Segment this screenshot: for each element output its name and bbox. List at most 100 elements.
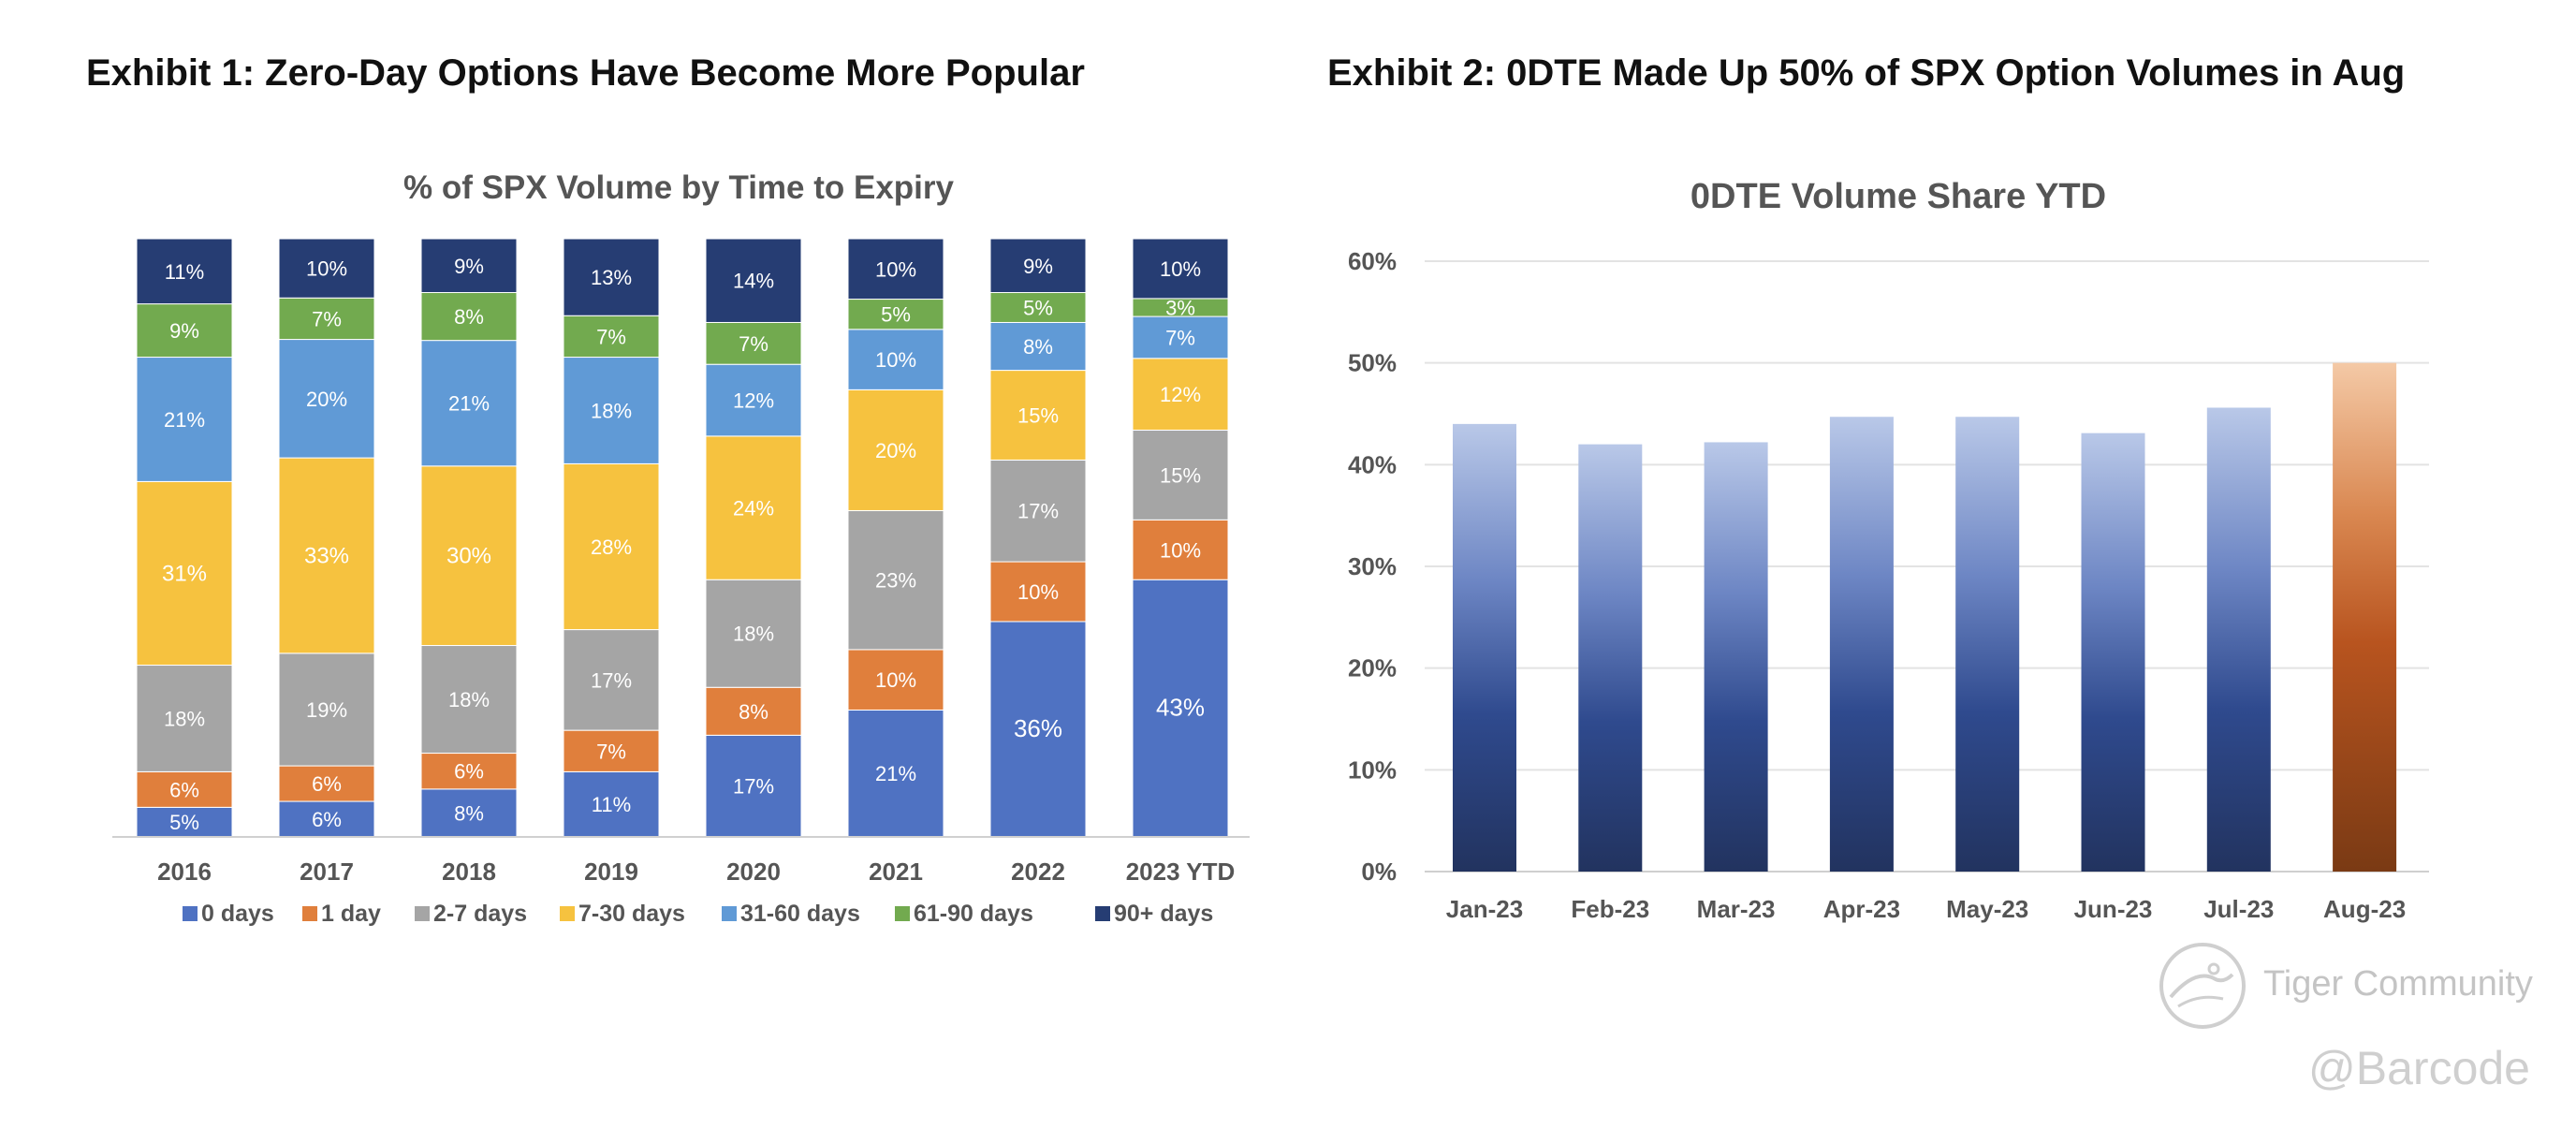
legend-label-7-30-days: 7-30 days bbox=[578, 901, 685, 927]
bar-segment-2023-ytd-0-days bbox=[1132, 579, 1229, 838]
data-label-2023-ytd-0-days: 43% bbox=[1156, 694, 1205, 722]
data-label-2019-2-7-days: 17% bbox=[591, 668, 632, 692]
bar-jun-23 bbox=[2081, 433, 2145, 872]
legend-swatch-90-days bbox=[1095, 906, 1110, 921]
bar-segment-2019-7-30-days bbox=[563, 462, 660, 631]
data-label-2017-90-days: 10% bbox=[306, 257, 347, 281]
x-tick-label-feb-23: Feb-23 bbox=[1571, 895, 1649, 923]
bar-segment-2021-1-day bbox=[847, 649, 944, 711]
x-tick-label-jul-23: Jul-23 bbox=[2203, 895, 2274, 923]
data-label-2016-2-7-days: 18% bbox=[164, 707, 205, 730]
legend-label-1-day: 1 day bbox=[321, 901, 381, 927]
bar-segment-2018-61-90-days bbox=[420, 292, 518, 342]
bar-may-23 bbox=[1955, 417, 2020, 872]
data-label-2018-90-days: 9% bbox=[454, 255, 484, 278]
bar-aug-23 bbox=[2333, 362, 2397, 872]
bar-segment-2022-90-days bbox=[989, 238, 1087, 294]
bar-segment-2020-90-days bbox=[705, 238, 802, 323]
bar-segment-2016-7-30-days bbox=[136, 480, 233, 667]
legend-swatch-2-7-days bbox=[415, 906, 430, 921]
chart2-y-tick-labels: 0% 10% 20% 30% 40% 50% 60% bbox=[1348, 247, 1397, 886]
x-tick-label-apr-23: Apr-23 bbox=[1823, 895, 1900, 923]
data-label-2019-0-days: 11% bbox=[592, 793, 631, 816]
data-label-2022-0-days: 36% bbox=[1014, 714, 1062, 742]
bar-segment-2019-90-days bbox=[563, 238, 660, 316]
data-label-2023-ytd-2-7-days: 15% bbox=[1160, 463, 1201, 487]
data-label-2016-61-90-days: 9% bbox=[169, 319, 199, 343]
y-tick-label-30: 30% bbox=[1348, 552, 1397, 580]
bar-segment-2023-ytd-1-day bbox=[1132, 519, 1229, 580]
bar-segment-2020-31-60-days bbox=[705, 363, 802, 437]
watermark-brand: Tiger Community bbox=[2263, 964, 2533, 1004]
legend-label-61-90-days: 61-90 days bbox=[914, 901, 1033, 927]
data-label-2016-7-30-days: 31% bbox=[162, 561, 207, 586]
legend-swatch-31-60-days bbox=[722, 906, 737, 921]
chart1-legend: 0 days 1 day 2-7 days 7-30 days 31-60 days 61… bbox=[183, 901, 1213, 927]
x-tick-label-2020: 2020 bbox=[726, 858, 781, 886]
bar-segment-2018-0-days bbox=[420, 788, 518, 838]
x-tick-label-2019: 2019 bbox=[584, 858, 638, 886]
bar-segment-2020-61-90-days bbox=[705, 321, 802, 365]
chart2-gridlines bbox=[1425, 260, 2429, 872]
data-label-2020-2-7-days: 18% bbox=[733, 623, 774, 646]
chart1-bars: 5% 6% 18% 31% 21% 9% 11% 6% 6% 19% 33% 20% 7% 10% 8% 6%… bbox=[136, 238, 1229, 838]
legend-swatch-7-30-days bbox=[560, 906, 575, 921]
data-label-2016-90-days: 11% bbox=[165, 260, 204, 284]
exhibit2-heading: Exhibit 2: 0DTE Made Up 50% of SPX Optio… bbox=[1327, 52, 2406, 94]
bar-segment-2016-31-60-days bbox=[136, 357, 233, 482]
bar-segment-2017-61-90-days bbox=[278, 297, 375, 341]
chart1-x-tick-labels: 2016 2017 2018 2019 2020 2021 2022 2023 YTD bbox=[157, 858, 1235, 886]
bar-segment-2020-0-days bbox=[705, 734, 802, 838]
data-label-2017-2-7-days: 19% bbox=[306, 698, 347, 722]
legend-label-90-days: 90+ days bbox=[1114, 901, 1213, 927]
chart2-title: 0DTE Volume Share YTD bbox=[1690, 177, 2106, 216]
data-label-2018-0-days: 8% bbox=[454, 801, 484, 825]
chart2-x-tick-labels: Jan-23 Feb-23 Mar-23 Apr-23 May-23 Jun-23 Jul-… bbox=[1446, 895, 2406, 923]
bar-segment-2023-ytd-7-30-days bbox=[1132, 358, 1229, 431]
tiger-logo-icon bbox=[2159, 943, 2246, 1029]
bar-mar-23 bbox=[1704, 442, 1768, 872]
x-tick-label-2022: 2022 bbox=[1011, 858, 1065, 886]
data-label-2023-ytd-31-60-days: 7% bbox=[1165, 326, 1195, 349]
data-label-2022-31-60-days: 8% bbox=[1023, 335, 1053, 359]
chart1-title: % of SPX Volume by Time to Expiry bbox=[403, 169, 955, 206]
data-label-2019-61-90-days: 7% bbox=[596, 325, 626, 348]
legend-label-0-days: 0 days bbox=[201, 901, 274, 927]
data-label-2019-7-30-days: 28% bbox=[591, 535, 632, 559]
data-label-2019-1-day: 7% bbox=[596, 740, 626, 763]
data-label-2022-1-day: 10% bbox=[1017, 580, 1059, 604]
data-label-2017-0-days: 6% bbox=[312, 808, 342, 831]
y-tick-label-50: 50% bbox=[1348, 349, 1397, 377]
data-label-2016-1-day: 6% bbox=[169, 778, 199, 801]
chart2-bars bbox=[1453, 362, 2397, 872]
legend-label-2-7-days: 2-7 days bbox=[433, 901, 527, 927]
y-tick-label-0: 0% bbox=[1361, 858, 1397, 886]
data-label-2021-2-7-days: 23% bbox=[875, 569, 916, 593]
data-label-2019-90-days: 13% bbox=[591, 266, 632, 289]
bar-segment-2023-ytd-31-60-days bbox=[1132, 315, 1229, 359]
data-label-2019-31-60-days: 18% bbox=[591, 399, 632, 422]
data-label-2016-0-days: 5% bbox=[169, 811, 199, 834]
bar-segment-2022-1-day bbox=[989, 561, 1087, 623]
data-label-2020-31-60-days: 12% bbox=[733, 389, 774, 413]
bar-segment-2023-ytd-2-7-days bbox=[1132, 429, 1229, 521]
data-label-2020-0-days: 17% bbox=[733, 775, 774, 799]
y-tick-label-20: 20% bbox=[1348, 654, 1397, 682]
data-label-2020-1-day: 8% bbox=[739, 700, 768, 724]
bar-segment-2021-31-60-days bbox=[847, 329, 944, 390]
bar-segment-2016-0-days bbox=[136, 806, 233, 838]
data-label-2018-2-7-days: 18% bbox=[448, 688, 490, 711]
data-label-2022-7-30-days: 15% bbox=[1017, 404, 1059, 428]
data-label-2018-7-30-days: 30% bbox=[446, 544, 491, 569]
data-label-2021-31-60-days: 10% bbox=[875, 348, 916, 372]
stacked-bar-chart: % of SPX Volume by Time to Expiry 5% 6% 18… bbox=[112, 169, 1250, 927]
x-tick-label-aug-23: Aug-23 bbox=[2323, 895, 2406, 923]
bar-segment-2019-31-60-days bbox=[563, 357, 660, 464]
y-tick-label-60: 60% bbox=[1348, 247, 1397, 275]
data-label-2023-ytd-61-90-days: 3% bbox=[1165, 296, 1195, 319]
legend-swatch-0-days bbox=[183, 906, 198, 921]
bar-segment-2019-0-days bbox=[563, 770, 660, 838]
data-label-2020-7-30-days: 24% bbox=[733, 497, 774, 521]
bar-segment-2020-2-7-days bbox=[705, 579, 802, 688]
data-label-2022-61-90-days: 5% bbox=[1023, 296, 1053, 319]
